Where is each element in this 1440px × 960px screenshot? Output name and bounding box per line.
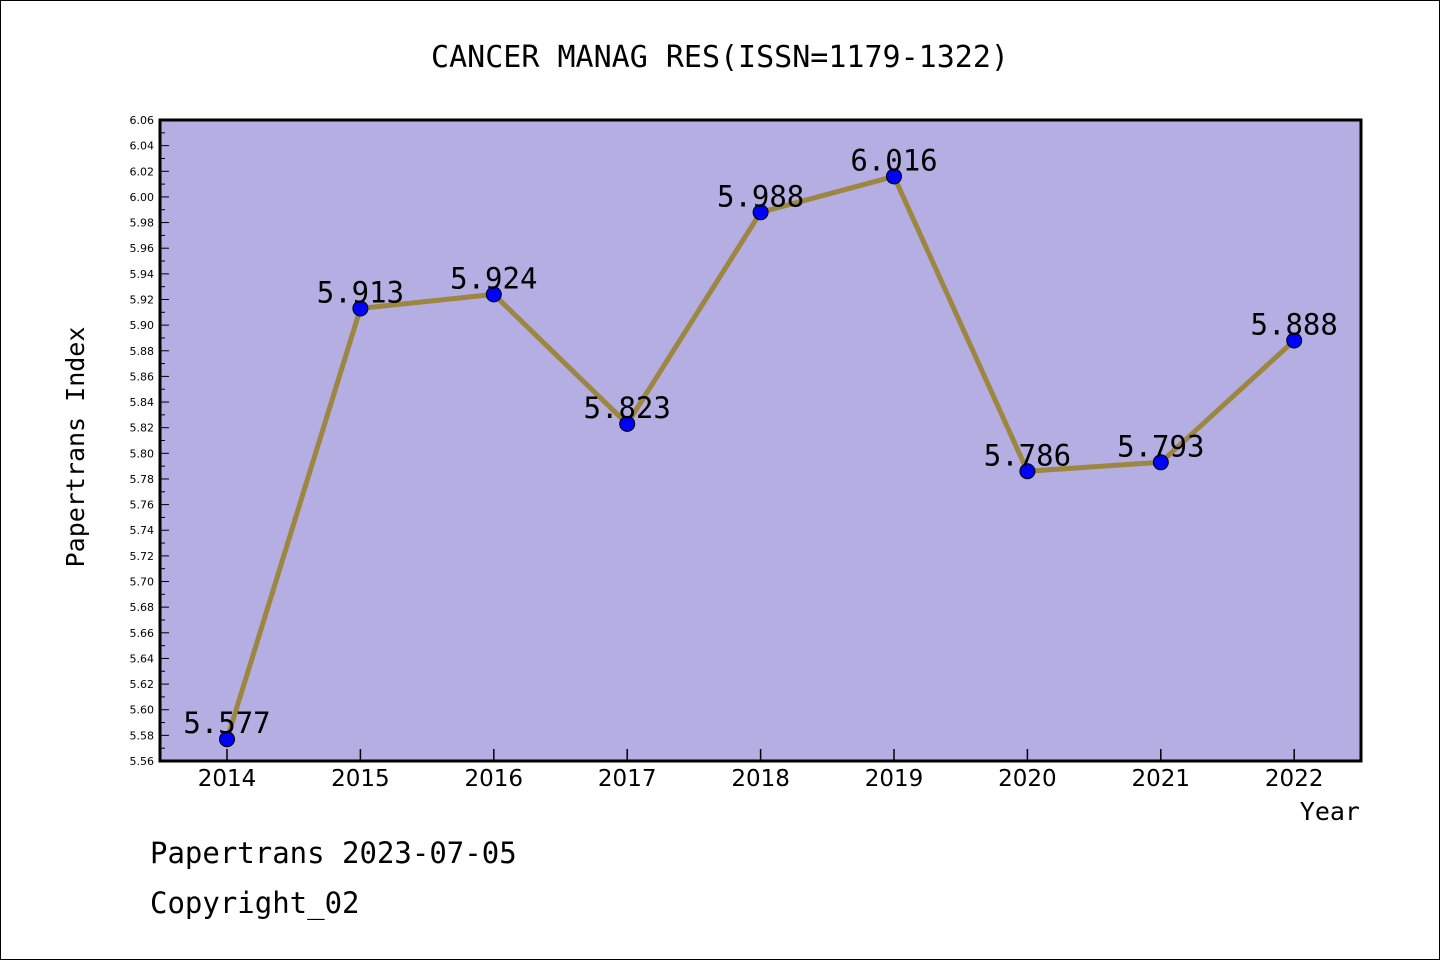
x-tick-label: 2022 — [1265, 766, 1324, 792]
y-tick-label: 5.94 — [130, 268, 155, 281]
data-label: 5.924 — [450, 261, 537, 295]
data-label: 5.823 — [584, 391, 671, 425]
y-tick-label: 5.60 — [130, 704, 155, 717]
plot-area — [158, 118, 1363, 763]
x-tick-label: 2018 — [731, 766, 790, 792]
data-label: 6.016 — [850, 143, 937, 177]
x-tick-label: 2021 — [1132, 766, 1191, 792]
y-tick-label: 5.96 — [130, 242, 155, 255]
y-tick-label: 5.86 — [130, 370, 155, 383]
y-tick-label: 5.74 — [130, 524, 155, 537]
data-label: 5.786 — [984, 438, 1071, 472]
data-point — [619, 415, 636, 432]
data-label: 5.577 — [183, 706, 270, 740]
y-tick-label: 5.82 — [130, 422, 155, 435]
y-tick-label: 5.72 — [130, 550, 155, 563]
data-label: 5.913 — [317, 275, 404, 309]
footer-source: Papertrans 2023-07-05 — [150, 836, 517, 870]
x-tick-label: 2016 — [465, 766, 524, 792]
y-tick-label: 5.68 — [130, 601, 155, 614]
y-tick-label: 5.78 — [130, 473, 155, 486]
x-tick-label: 2015 — [331, 766, 390, 792]
data-point — [1019, 463, 1036, 480]
y-tick-label: 5.90 — [130, 319, 155, 332]
x-tick-label: 2019 — [865, 766, 924, 792]
y-tick-label: 5.70 — [130, 576, 155, 589]
data-label: 5.793 — [1117, 429, 1204, 463]
y-tick-label: 6.06 — [130, 114, 155, 127]
x-axis: 2014 2015 2016 2017 2018 2019 2020 2021 2022 — [198, 749, 1324, 792]
y-tick-label: 5.66 — [130, 627, 155, 640]
data-point — [352, 300, 369, 317]
y-tick-label: 5.92 — [130, 293, 155, 306]
data-point — [1152, 454, 1169, 471]
data-point — [219, 731, 235, 748]
y-axis: 5.56 5.58 5.60 5.62 5.64 5.66 5.68 5.70 5.72 5.74… — [130, 114, 169, 768]
y-axis-label: Papertrans Index — [61, 327, 90, 568]
y-tick-label: 6.04 — [130, 140, 155, 153]
chart-title: CANCER MANAG RES(ISSN=1179-1322) — [431, 40, 1009, 75]
data-label: 5.988 — [717, 179, 804, 213]
y-tick-label: 6.00 — [130, 191, 155, 204]
y-tick-label: 5.56 — [130, 755, 155, 768]
y-tick-label: 5.98 — [130, 217, 155, 230]
x-tick-label: 2020 — [998, 766, 1057, 792]
x-tick-label: 2014 — [198, 766, 257, 792]
y-tick-label: 5.80 — [130, 447, 155, 460]
data-point — [1286, 332, 1303, 349]
series-layer: 5.577 5.913 5.924 5.823 5.988 6.016 5.786 5.793… — [183, 143, 1338, 748]
data-label: 5.888 — [1251, 308, 1338, 342]
data-point — [485, 286, 502, 303]
y-tick-label: 5.62 — [130, 678, 155, 691]
y-tick-label: 5.84 — [130, 396, 155, 409]
data-point — [752, 204, 769, 221]
y-tick-label: 6.02 — [130, 165, 155, 178]
y-tick-label: 5.64 — [130, 652, 155, 665]
y-tick-label: 5.88 — [130, 345, 155, 358]
y-tick-label: 5.58 — [130, 729, 155, 742]
y-tick-label: 5.76 — [130, 499, 155, 512]
x-axis-label: Year — [1300, 797, 1360, 826]
x-tick-label: 2017 — [598, 766, 657, 792]
footer-copyright: Copyright_02 — [150, 886, 360, 920]
data-point — [886, 168, 902, 185]
